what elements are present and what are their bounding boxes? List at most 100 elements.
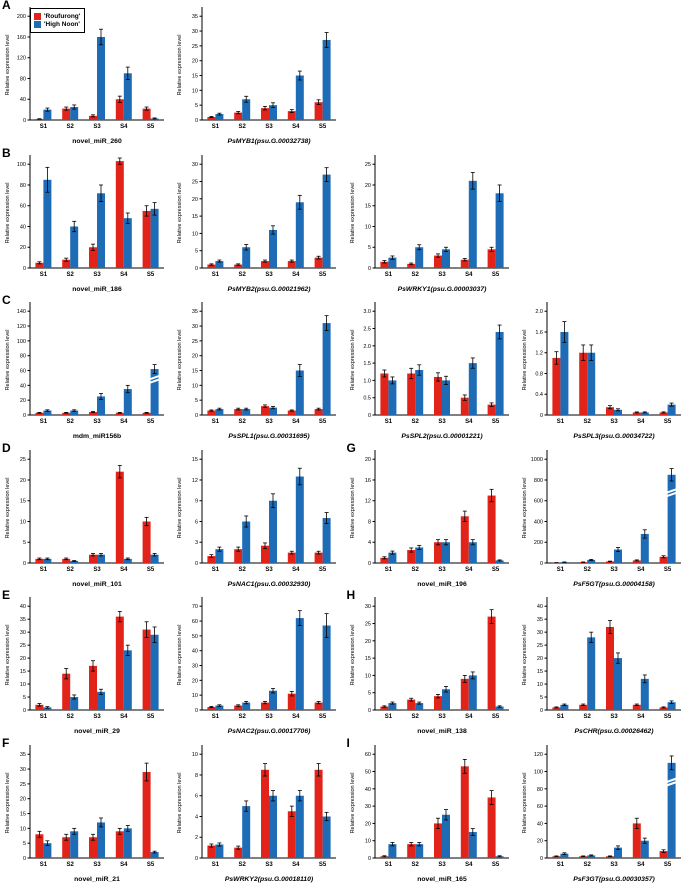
svg-text:2.5: 2.5	[363, 327, 371, 333]
chart-cell: I 0 10 20 30 40 50 60 Relative expression level S…	[345, 736, 517, 885]
x-tick-label: S3	[93, 714, 101, 720]
svg-text:30: 30	[20, 630, 26, 636]
red-bar	[406, 699, 415, 710]
red-bar	[487, 404, 496, 415]
red-bar	[460, 259, 469, 268]
x-tick-label: S2	[583, 567, 591, 573]
svg-text:20: 20	[192, 678, 198, 684]
axis-break-mark	[149, 374, 160, 381]
blue-bar	[387, 552, 396, 563]
chart-cell: 0 2 4 6 8 10 Relative expression level S1 S2 S3 S4…	[172, 738, 344, 885]
blue-bar	[560, 331, 569, 415]
x-tick-label: S2	[411, 419, 419, 425]
blue-bar	[123, 558, 132, 563]
y-axis-label: Relative expression level	[522, 330, 528, 391]
svg-text:40: 40	[20, 224, 26, 230]
red-bar	[35, 833, 44, 858]
legend: 'Roufurong' 'High Noon'	[30, 8, 86, 33]
blue-bar	[613, 549, 622, 563]
red-bar	[379, 706, 388, 710]
red-bar	[89, 246, 97, 268]
blue-bar	[667, 404, 676, 415]
x-tick-label: S1	[384, 419, 392, 425]
y-axis-label: Relative expression level	[5, 330, 11, 391]
svg-text:30: 30	[20, 767, 26, 773]
svg-text:35: 35	[537, 617, 543, 623]
red-bar	[288, 410, 297, 415]
svg-text:20: 20	[364, 821, 370, 827]
blue-bar	[414, 843, 423, 858]
y-axis-label: Relative expression level	[177, 625, 183, 686]
svg-text:25: 25	[537, 643, 543, 649]
blue-bar	[215, 260, 224, 268]
blue-bar	[242, 409, 251, 415]
blue-bar	[640, 840, 649, 858]
x-tick-label: S2	[67, 862, 75, 868]
figure-row: B 0 20 40 60 80 100 Relative expression level S1…	[0, 145, 689, 296]
red-bar	[460, 765, 469, 858]
red-bar	[632, 412, 641, 415]
red-bar	[406, 549, 415, 563]
bar-chart: 0 3 6 9 12 15 Relative expression level S1 S2 S3 S…	[177, 449, 337, 588]
blue-bar	[468, 363, 477, 415]
svg-text:15: 15	[192, 457, 198, 463]
red-bar	[115, 830, 124, 858]
svg-text:25: 25	[364, 162, 370, 168]
blue-bar	[441, 541, 450, 563]
red-bar	[552, 855, 561, 858]
svg-text:50: 50	[192, 634, 198, 640]
red-bar	[659, 412, 668, 415]
x-tick-label: S4	[120, 862, 128, 868]
chart-title: PsNAC1(psu.G.00032930)	[228, 581, 311, 588]
red-bar	[433, 376, 442, 415]
svg-text:5: 5	[195, 103, 198, 109]
x-tick-label: S1	[40, 124, 48, 130]
panel-letter-B: B	[2, 145, 11, 160]
figure-row: A 0 40 80 120 160 200 Relative expression level…	[0, 0, 689, 148]
blue-bar	[640, 412, 649, 415]
red-bar	[605, 855, 614, 858]
svg-text:4: 4	[367, 540, 370, 546]
y-axis-label: Relative expression level	[177, 35, 183, 96]
red-bar	[234, 264, 243, 268]
red-bar	[261, 545, 270, 563]
blue-bar	[242, 246, 251, 268]
svg-text:0: 0	[23, 413, 26, 419]
x-tick-label: S4	[292, 419, 300, 425]
svg-text:12: 12	[364, 498, 370, 504]
axis-break-mark	[149, 378, 160, 384]
svg-text:35: 35	[20, 617, 26, 623]
svg-text:0: 0	[367, 266, 370, 272]
x-tick-label: S2	[67, 124, 75, 130]
x-tick-label: S3	[438, 567, 446, 573]
bar-chart: 0 20 40 60 80 100 120 Relative expression level…	[522, 744, 681, 883]
red-bar	[62, 673, 71, 710]
svg-text:0: 0	[540, 856, 543, 862]
svg-text:800: 800	[534, 477, 543, 483]
x-tick-label: S3	[438, 272, 446, 278]
x-tick-label: S4	[292, 567, 300, 573]
x-tick-label: S5	[664, 567, 672, 573]
bar-chart: 0 5 10 15 20 25 30 35 Relative expression level S…	[177, 302, 337, 440]
red-bar	[659, 556, 668, 563]
svg-text:10: 10	[20, 826, 26, 832]
red-bar	[487, 248, 496, 268]
chart-cell: 0 10 20 30 40 50 60 70 Relative expression level…	[172, 590, 344, 738]
svg-text:30: 30	[364, 604, 370, 610]
bar-chart: 0 5 10 15 20 25 30 Relative expression level S1 S…	[177, 154, 337, 293]
svg-text:35: 35	[20, 752, 26, 758]
blue-bar	[586, 352, 595, 415]
svg-text:20: 20	[537, 656, 543, 662]
svg-text:60: 60	[537, 804, 543, 810]
x-tick-label: S2	[67, 567, 75, 573]
red-bar	[234, 705, 243, 710]
svg-text:20: 20	[364, 182, 370, 188]
red-bar	[142, 771, 151, 858]
svg-text:40: 40	[537, 604, 543, 610]
red-bar	[632, 704, 641, 710]
blue-bar	[123, 217, 132, 268]
y-axis-label: Relative expression level	[5, 182, 11, 243]
x-tick-label: S1	[384, 567, 392, 573]
blue-bar	[468, 831, 477, 858]
